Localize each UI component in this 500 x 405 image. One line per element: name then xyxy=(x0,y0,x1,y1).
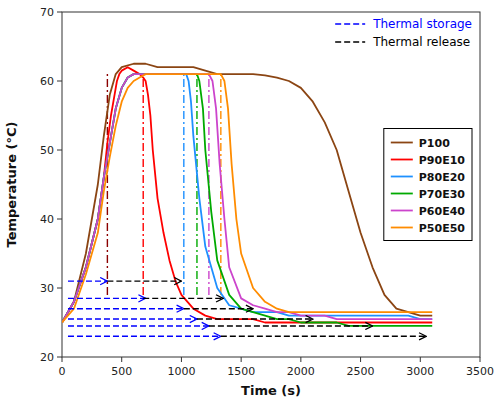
y-tick xyxy=(57,150,62,151)
plot-frame xyxy=(62,12,480,357)
release-arrow xyxy=(107,280,181,281)
legend-swatch xyxy=(391,142,413,144)
storage-arrow xyxy=(68,308,184,309)
series-legend: P100 P90E10 P80E20 P70E30 P60E40 P50E50 xyxy=(384,129,472,241)
storage-arrow xyxy=(68,318,197,319)
legend-swatch xyxy=(391,176,413,178)
legend-swatch xyxy=(335,41,365,43)
release-arrow xyxy=(209,325,373,326)
legend-label: P60E40 xyxy=(419,205,466,218)
y-tick-label: 50 xyxy=(40,144,54,157)
y-tick-label: 30 xyxy=(40,282,54,295)
legend-label: P90E10 xyxy=(419,154,466,167)
legend-swatch xyxy=(335,23,365,25)
y-tick xyxy=(57,219,62,220)
series-line xyxy=(62,74,432,322)
legend-label: P80E20 xyxy=(419,171,466,184)
series-line xyxy=(62,74,432,326)
x-tick xyxy=(181,357,182,362)
legend-label: Thermal storage xyxy=(372,17,472,31)
y-tick xyxy=(57,288,62,289)
release-arrow xyxy=(184,308,253,309)
x-tick xyxy=(300,357,301,362)
x-tick-label: 1500 xyxy=(227,365,255,378)
x-tick xyxy=(420,357,421,362)
x-tick-label: 0 xyxy=(59,365,66,378)
legend-swatch xyxy=(391,159,413,161)
series-line xyxy=(62,67,432,322)
legend-label: Thermal release xyxy=(372,35,470,49)
legend-swatch xyxy=(391,210,413,212)
x-tick xyxy=(360,357,361,362)
legend-swatch xyxy=(391,227,413,229)
y-tick-label: 60 xyxy=(40,75,54,88)
x-tick xyxy=(62,357,63,362)
x-tick xyxy=(241,357,242,362)
phase-line xyxy=(183,74,184,295)
legend-swatch xyxy=(391,193,413,195)
x-tick-label: 2500 xyxy=(347,365,375,378)
y-tick-label: 70 xyxy=(40,6,54,19)
release-arrow xyxy=(221,336,426,337)
storage-arrow xyxy=(68,298,146,299)
x-axis-label: Time (s) xyxy=(241,383,301,398)
x-tick xyxy=(121,357,122,362)
plot-area xyxy=(62,64,432,337)
x-tick-label: 3500 xyxy=(466,365,494,378)
legend-label: P70E30 xyxy=(419,188,466,201)
y-axis-label: Temperature (°C) xyxy=(4,122,19,248)
legend-label: P100 xyxy=(419,137,450,150)
x-tick-label: 2000 xyxy=(287,365,315,378)
x-tick xyxy=(480,357,481,362)
series-line xyxy=(62,64,432,323)
series-line xyxy=(62,74,432,322)
release-arrow xyxy=(197,318,313,319)
phase-line xyxy=(143,74,144,295)
y-tick xyxy=(57,12,62,13)
chart: 0 500 1000 1500 2000 2500 3000 3500 20 30 40 50 60 70… xyxy=(0,0,500,405)
x-tick-label: 1000 xyxy=(167,365,195,378)
x-tick-label: 3000 xyxy=(406,365,434,378)
legend-label: P50E50 xyxy=(419,222,466,235)
y-tick-label: 20 xyxy=(40,351,54,364)
arrow-legend: Thermal storage Thermal release xyxy=(335,17,472,49)
series-line xyxy=(62,74,432,322)
legend-box xyxy=(384,129,472,241)
y-tick xyxy=(57,81,62,82)
y-tick-label: 40 xyxy=(40,213,54,226)
storage-arrow xyxy=(68,325,209,326)
storage-arrow xyxy=(68,336,221,337)
release-arrow xyxy=(143,298,223,299)
x-tick-label: 500 xyxy=(111,365,132,378)
y-tick xyxy=(57,357,62,358)
storage-arrow xyxy=(68,280,107,281)
